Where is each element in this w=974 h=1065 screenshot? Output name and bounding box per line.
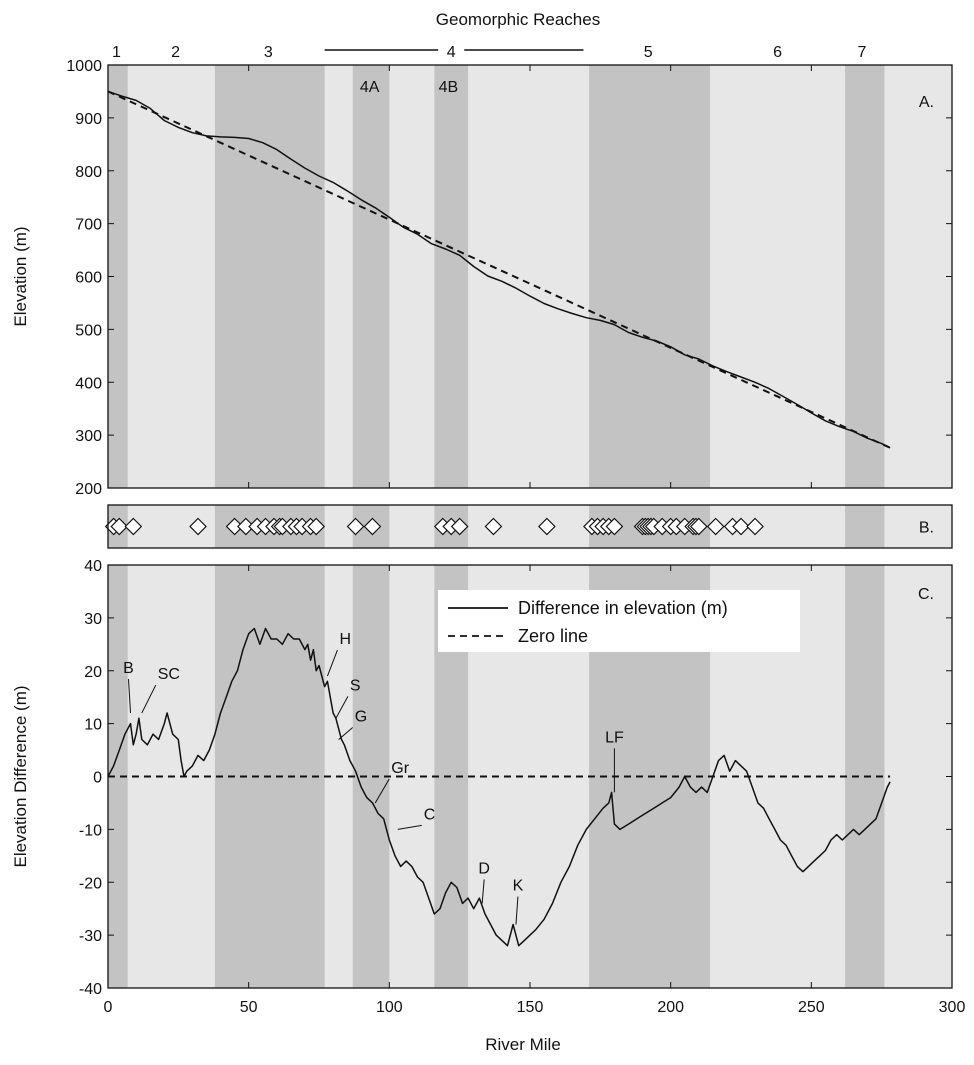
panel-b-frame xyxy=(107,504,953,549)
panel-a-y-tick-label: 1000 xyxy=(66,58,102,75)
diamond-marker xyxy=(346,517,365,536)
diamond-marker xyxy=(706,517,725,536)
panel-c-x-tick-label: 0 xyxy=(104,999,113,1016)
panel-c-reach-band xyxy=(352,565,390,988)
diamond-marker xyxy=(689,517,708,536)
diamond-marker xyxy=(124,517,143,536)
panel-a-elevation: 200 300 400 500 600 700 800 900 1000 4A 4B A. Elevat… xyxy=(11,58,953,498)
panel-c-y-tick-label: -10 xyxy=(79,822,102,839)
panel-a-panel-label: A. xyxy=(919,94,934,111)
sub-reach-label: 4B xyxy=(439,79,459,96)
panel-a-y-tick-label: 400 xyxy=(75,375,102,392)
panel-b-reach-band xyxy=(845,505,885,548)
legend-box xyxy=(438,590,800,652)
panel-b-panel-label: B. xyxy=(919,520,934,537)
annotation-label: K xyxy=(513,878,524,895)
annotation-label: Gr xyxy=(391,760,409,777)
annotation-leader xyxy=(374,778,390,804)
panel-a-y-tick-label: 900 xyxy=(75,111,102,128)
annotation-leader xyxy=(326,649,338,677)
panel-c-y-tick-label: 10 xyxy=(84,717,102,734)
x-axis-title: River Mile xyxy=(485,1035,561,1054)
panel-c-x-tick-label: 250 xyxy=(798,999,825,1016)
annotation-label: G xyxy=(355,708,367,725)
elevation-profile-line xyxy=(107,90,891,449)
annotation-leader xyxy=(141,684,157,714)
diamond-marker xyxy=(307,517,326,536)
diamond-marker xyxy=(732,517,750,536)
panel-a-y-tick-label: 600 xyxy=(75,270,102,287)
diamond-marker xyxy=(605,517,624,536)
panel-c-y-axis-title: Elevation Difference (m) xyxy=(11,685,30,867)
panel-c-x-tick-label: 100 xyxy=(376,999,403,1016)
elevation-difference-line xyxy=(107,627,891,947)
panel-a-y-tick-label: 800 xyxy=(75,164,102,181)
annotation-leader xyxy=(397,824,422,830)
panel-c-x-tick-label: 300 xyxy=(939,999,966,1016)
annotation-leader xyxy=(515,896,519,925)
panel-c-y-tick-label: 30 xyxy=(84,611,102,628)
panel-a-frame xyxy=(107,64,953,489)
diamond-marker xyxy=(538,517,556,536)
diamond-marker xyxy=(450,517,469,536)
panel-c-frame xyxy=(107,564,953,989)
reach-label: 1 xyxy=(112,44,121,61)
panel-c-x-tick-label: 50 xyxy=(240,999,258,1016)
reach-label: 4 xyxy=(447,44,456,61)
legend-entry: Difference in elevation (m) xyxy=(518,598,728,618)
panel-c-x-tick-label: 150 xyxy=(517,999,544,1016)
annotation-leader xyxy=(335,696,349,719)
annotation-label: D xyxy=(478,860,490,877)
sub-reach-label: 4A xyxy=(360,79,380,96)
reach-label: 2 xyxy=(171,44,180,61)
diamond-marker xyxy=(189,517,207,536)
panel-b-markers: B. xyxy=(104,504,953,549)
panel-c-x-tick-label: 200 xyxy=(657,999,684,1016)
diamond-marker xyxy=(746,517,764,536)
legend-entry: Zero line xyxy=(518,626,588,646)
diamond-marker xyxy=(110,517,129,536)
reach-labels: 1 2 3 4 5 6 7 xyxy=(112,44,867,61)
reach-label: 6 xyxy=(773,44,782,61)
annotation-leader xyxy=(338,727,354,740)
reach-label: 3 xyxy=(264,44,273,61)
panel-a-reach-band xyxy=(434,65,469,488)
annotation-label: LF xyxy=(605,729,624,746)
annotation-leader xyxy=(128,679,132,714)
panel-a-reach-band xyxy=(589,65,711,488)
panel-a-reach-band xyxy=(214,65,325,488)
annotation-label: C xyxy=(424,806,436,823)
panel-c-y-tick-label: -40 xyxy=(79,981,102,998)
panel-a-y-tick-label: 700 xyxy=(75,217,102,234)
diamond-marker xyxy=(363,517,382,536)
panel-a-reach-band xyxy=(352,65,390,488)
panel-c-y-tick-label: 0 xyxy=(93,770,102,787)
panel-c-panel-label: C. xyxy=(918,586,934,603)
panel-c-y-tick-label: -20 xyxy=(79,875,102,892)
annotation-leader xyxy=(481,879,485,904)
panel-c-elevation-difference: -40 -30 -20 -10 0 10 20 30 40 0 50 100 150 200 250 300 B… xyxy=(11,558,965,1016)
annotation-label: S xyxy=(350,677,361,694)
panel-c-y-tick-label: 40 xyxy=(84,558,102,575)
panel-a-y-tick-label: 200 xyxy=(75,481,102,498)
annotation-label: SC xyxy=(158,666,180,683)
annotation-label: B xyxy=(123,660,134,677)
diamond-marker xyxy=(484,517,503,536)
geomorphic-reaches-title: Geomorphic Reaches xyxy=(436,10,600,29)
panel-a-y-tick-label: 300 xyxy=(75,428,102,445)
panel-c-y-tick-label: -30 xyxy=(79,928,102,945)
legend: Difference in elevation (m) Zero line xyxy=(438,590,800,652)
panel-a-reach-band xyxy=(845,65,885,488)
panel-c-y-tick-label: 20 xyxy=(84,664,102,681)
panel-a-y-tick-label: 500 xyxy=(75,322,102,339)
panel-a-y-axis-title: Elevation (m) xyxy=(11,226,30,326)
annotation-label: H xyxy=(339,631,351,648)
reach-label: 5 xyxy=(644,44,653,61)
reach-label: 7 xyxy=(858,44,867,61)
